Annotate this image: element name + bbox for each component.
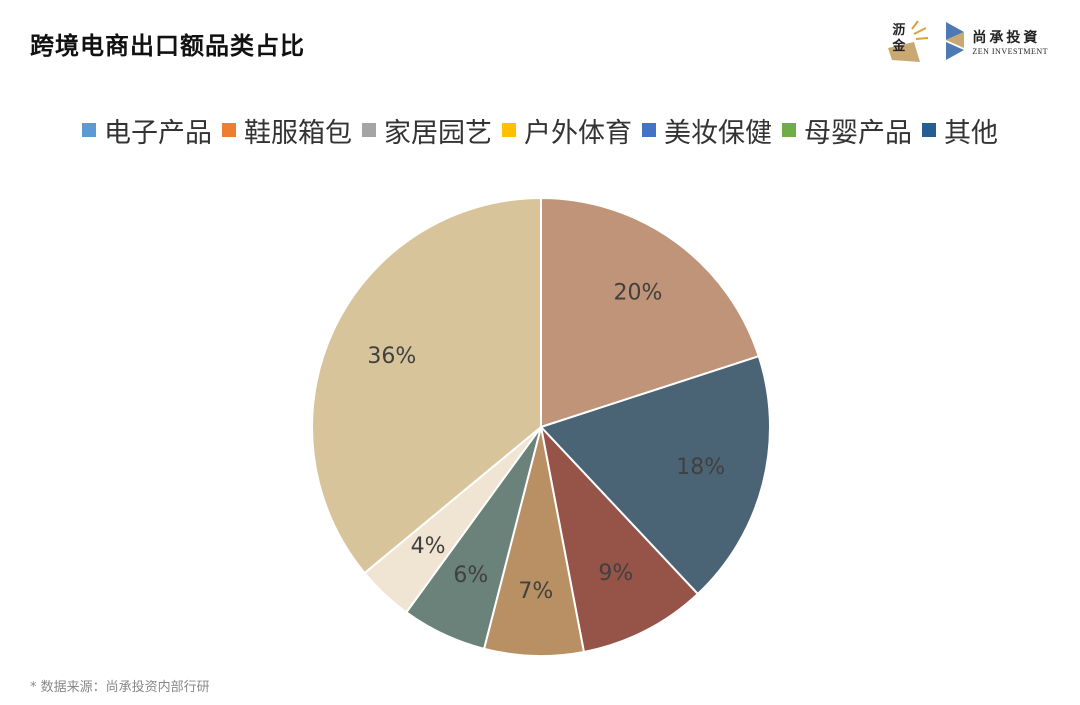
data-source-note: * 数据来源：尚承投资内部行研 bbox=[30, 680, 210, 695]
pie-slice-label: 18% bbox=[676, 455, 725, 480]
zen-logo-cn: 尚承投資 bbox=[972, 29, 1041, 46]
legend: 电子产品 鞋服箱包 家居园艺 户外体育 美妆保健 母婴产品 其他 bbox=[0, 110, 1080, 150]
pie-slice-label: 9% bbox=[598, 561, 633, 586]
zen-logo-en: ZEN INVESTMENT bbox=[972, 46, 1048, 56]
pie-slice-label: 36% bbox=[367, 344, 416, 369]
lijin-logo-shape bbox=[888, 20, 929, 62]
legend-item: 其他 bbox=[922, 111, 998, 150]
legend-swatch bbox=[82, 123, 96, 137]
lijin-logo: 沥 金 bbox=[884, 18, 930, 64]
zen-investment-logo: 尚承投資 ZEN INVESTMENT bbox=[944, 20, 1048, 62]
legend-swatch bbox=[922, 123, 936, 137]
legend-item: 母婴产品 bbox=[782, 111, 912, 150]
legend-item: 户外体育 bbox=[502, 111, 632, 150]
legend-swatch bbox=[782, 123, 796, 137]
legend-label: 户外体育 bbox=[524, 117, 632, 149]
legend-item: 电子产品 bbox=[82, 111, 212, 150]
pie-slice bbox=[540, 196, 761, 429]
pie-slice bbox=[539, 423, 700, 654]
legend-swatch bbox=[502, 123, 516, 137]
pie-slice bbox=[539, 354, 771, 596]
legend-item: 家居园艺 bbox=[362, 111, 492, 150]
zen-logo-mark-icon bbox=[946, 22, 965, 60]
lijin-logo-char2: 金 bbox=[892, 39, 906, 54]
legend-label: 美妆保健 bbox=[664, 117, 772, 149]
pie-slice bbox=[311, 196, 542, 575]
pie-slice-label: 7% bbox=[518, 579, 553, 604]
legend-swatch bbox=[642, 123, 656, 137]
lijin-logo-char1: 沥 bbox=[892, 23, 906, 38]
legend-item: 鞋服箱包 bbox=[222, 111, 352, 150]
legend-label: 其他 bbox=[944, 117, 998, 149]
legend-label: 鞋服箱包 bbox=[244, 117, 352, 149]
logo-group: 沥 金 尚承投資 ZEN INVESTMENT bbox=[884, 16, 1048, 66]
pie-slice-label: 20% bbox=[613, 281, 662, 306]
pie-slice-label: 4% bbox=[411, 534, 446, 559]
legend-swatch bbox=[362, 123, 376, 137]
legend-label: 家居园艺 bbox=[384, 117, 492, 149]
legend-swatch bbox=[222, 123, 236, 137]
pie-slice-label: 6% bbox=[453, 563, 488, 588]
chart-title: 跨境电商出口额品类占比 bbox=[30, 32, 305, 60]
legend-label: 电子产品 bbox=[104, 117, 212, 149]
legend-label: 母婴产品 bbox=[804, 117, 912, 149]
legend-item: 美妆保健 bbox=[642, 111, 772, 150]
